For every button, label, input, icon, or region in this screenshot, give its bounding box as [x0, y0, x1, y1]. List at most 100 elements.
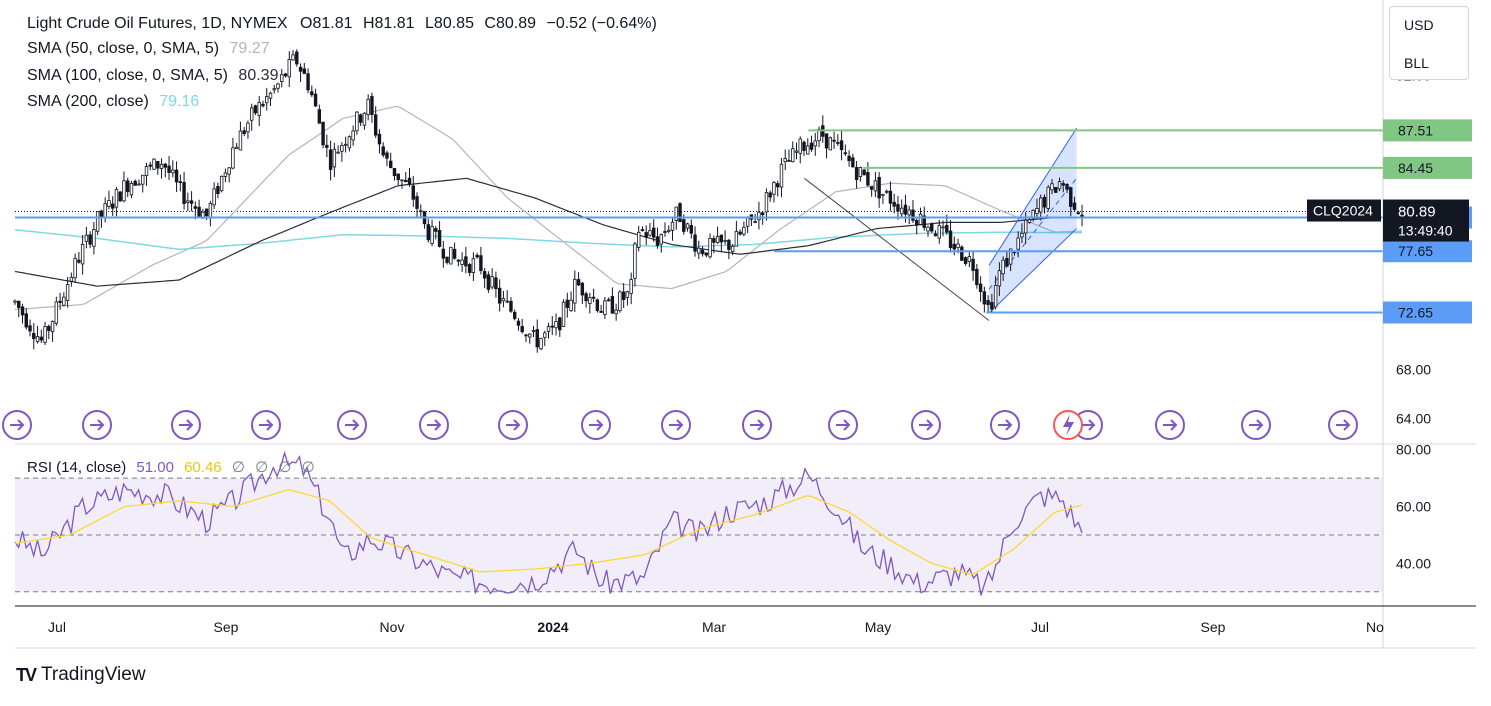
candle-body — [1069, 187, 1073, 207]
candle-body — [441, 248, 446, 259]
candle-body — [223, 172, 228, 177]
candle-body — [565, 299, 570, 308]
candle-body — [20, 306, 25, 316]
candle — [362, 112, 367, 130]
candle — [884, 189, 889, 194]
unit-label[interactable]: BLL — [1404, 55, 1429, 71]
candle — [783, 149, 787, 171]
currency-label[interactable]: USD — [1404, 17, 1434, 33]
candle — [757, 201, 761, 230]
symbol-tag-bg — [1307, 199, 1381, 222]
candle — [13, 299, 17, 305]
candle-body — [332, 148, 337, 168]
sma50-legend[interactable]: SMA (50, close, 0, SMA, 5) 79.27 — [27, 39, 270, 59]
candle-body — [107, 200, 111, 207]
candle — [69, 272, 74, 287]
candle — [283, 72, 288, 78]
candle — [95, 211, 100, 236]
candle — [730, 244, 735, 256]
candle-body — [783, 157, 787, 163]
candle-body — [197, 206, 201, 217]
candle-body — [328, 149, 333, 170]
main-pane[interactable] — [2, 49, 1383, 440]
candle — [343, 136, 348, 153]
level-price-text: 87.51 — [1398, 122, 1433, 138]
candle — [869, 186, 874, 197]
candle-body — [832, 139, 836, 142]
tradingview-brand[interactable]: TV TradingView — [16, 664, 146, 686]
candle-body — [377, 133, 382, 145]
candle — [306, 68, 310, 94]
candle — [482, 268, 487, 289]
candle — [208, 200, 213, 227]
candle-body — [219, 175, 224, 192]
candle-body — [636, 231, 641, 248]
candle-body — [50, 320, 55, 333]
candle — [881, 193, 885, 204]
candle — [584, 291, 588, 308]
change-value: −0.52 (−0.64%) — [546, 15, 657, 32]
candle — [328, 140, 333, 181]
candle-body — [178, 181, 183, 184]
candle-body — [54, 301, 59, 324]
close-label: C — [484, 15, 496, 32]
rsi-pane[interactable] — [14, 450, 1383, 596]
time-tick-label: Sep — [214, 619, 239, 635]
arrow-right-icon — [345, 419, 360, 431]
candle-body — [824, 133, 829, 149]
candle — [678, 202, 682, 223]
candle — [693, 226, 697, 257]
candle — [197, 199, 201, 218]
candle — [302, 62, 307, 75]
candle — [223, 168, 228, 183]
symbol-tag-text: CLQ2024 — [1313, 203, 1373, 219]
candle — [719, 234, 724, 252]
candle — [156, 161, 160, 175]
time-tick-label: Jul — [48, 619, 66, 635]
candle — [877, 172, 881, 208]
candle — [351, 125, 355, 146]
candle-body — [1042, 196, 1047, 208]
candle — [92, 221, 96, 255]
candle-body — [482, 271, 487, 279]
candle — [1016, 231, 1020, 258]
candle — [644, 225, 648, 246]
sma200-label: SMA (200, close) — [27, 93, 149, 110]
arrow-right-icon — [506, 419, 521, 431]
candle-body — [967, 256, 972, 262]
candle-body — [633, 243, 637, 279]
candle — [922, 206, 926, 231]
candle-body — [734, 231, 739, 247]
candle — [595, 298, 600, 313]
candle-body — [524, 334, 528, 337]
candle-body — [118, 191, 122, 202]
symbol-legend[interactable]: Light Crude Oil Futures, 1D, NYMEX O81.8… — [27, 14, 657, 34]
sma100-legend[interactable]: SMA (100, close, 0, SMA, 5) 80.39 — [27, 66, 278, 86]
unit-selector[interactable]: USD BLL — [1389, 6, 1469, 80]
candle — [768, 190, 772, 202]
rsi-legend[interactable]: RSI (14, close) 51.00 60.46 ∅ ∅ ∅ ∅ — [27, 458, 315, 478]
candle — [280, 68, 284, 88]
candle-body — [1080, 214, 1084, 217]
candle — [828, 136, 833, 151]
candle — [490, 268, 494, 290]
candle-body — [922, 215, 926, 228]
candle-body — [926, 226, 930, 232]
rsi-tick-label: 60.00 — [1396, 499, 1431, 515]
candle-body — [768, 192, 772, 198]
candle-body — [163, 163, 167, 168]
candle — [174, 161, 179, 193]
candle — [242, 126, 246, 137]
candle-body — [449, 246, 453, 265]
candle-body — [497, 287, 502, 304]
rsi-tick-label: 40.00 — [1396, 555, 1431, 571]
sma200-legend[interactable]: SMA (200, close) 79.16 — [27, 92, 199, 112]
candle-body — [370, 96, 374, 115]
candle — [858, 166, 863, 182]
candle-body — [234, 146, 239, 149]
candle — [268, 91, 273, 107]
candle-body — [813, 140, 817, 147]
candle — [836, 134, 840, 146]
